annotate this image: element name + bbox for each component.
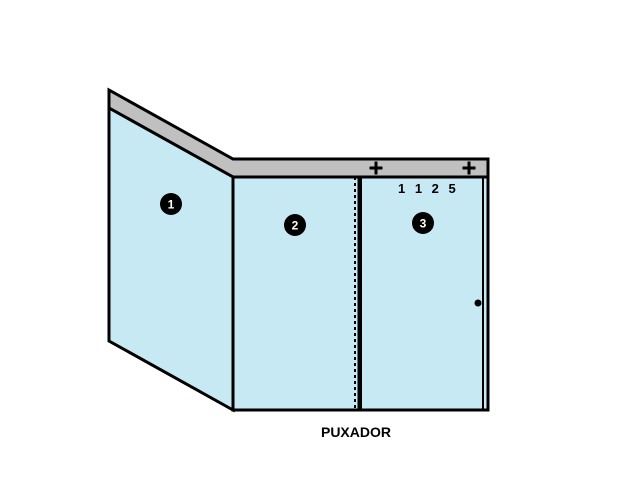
plus-icon xyxy=(462,161,476,175)
panel-badge-1-label: 1 xyxy=(168,198,175,212)
panel-badge-1: 1 xyxy=(160,193,182,215)
panel-badge-3-label: 3 xyxy=(420,217,427,231)
panel-badge-3: 3 xyxy=(412,212,434,234)
glass-panel-3 xyxy=(357,175,490,412)
plus-icon xyxy=(369,161,383,175)
dot-icon xyxy=(474,299,482,307)
panel-badge-2-label: 2 xyxy=(292,219,299,233)
glass-panel-2 xyxy=(231,175,361,412)
door-code-label: 1 1 2 5 xyxy=(398,181,459,196)
caption-label: PUXADOR xyxy=(321,424,391,440)
panel-badge-2: 2 xyxy=(284,214,306,236)
